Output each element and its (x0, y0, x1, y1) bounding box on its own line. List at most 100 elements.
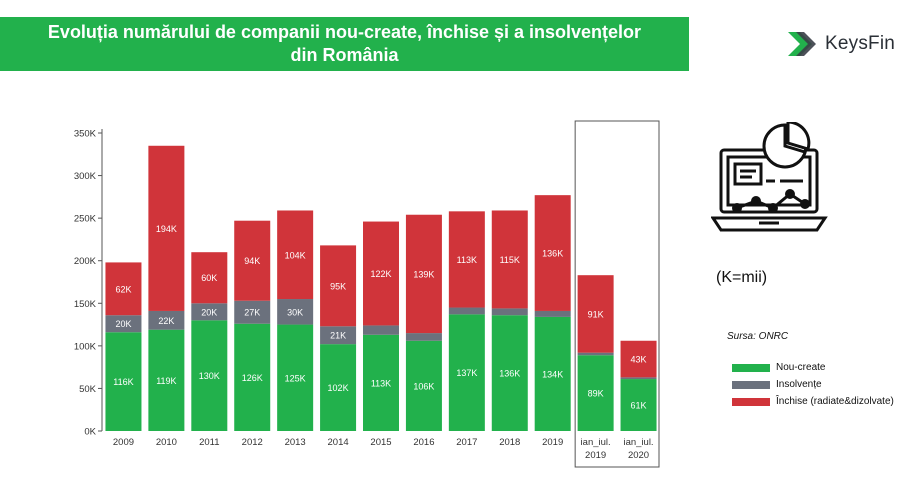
x-tick-label: 2019 (542, 437, 563, 448)
bar-segment (363, 325, 399, 335)
x-tick-label: 2018 (499, 437, 520, 448)
data-label: 106K (413, 381, 434, 391)
highlight-frame (574, 120, 660, 468)
chart-title-line-1: Evoluția numărului de companii nou-creat… (47, 22, 642, 42)
data-label: 27K (244, 308, 260, 318)
bar-segment (105, 332, 142, 431)
data-label: 130K (199, 371, 220, 381)
x-tick-label: 2013 (285, 437, 306, 448)
data-label: 43K (631, 355, 647, 365)
legend: Nou-create Insolvențe Închise (radiate&d… (732, 359, 894, 410)
bar-segment (148, 329, 185, 431)
legend-label: Insolvențe (776, 379, 822, 390)
bar-segment (277, 324, 314, 431)
bar-segment (620, 379, 657, 431)
bar-segment (448, 307, 485, 315)
legend-swatch (732, 363, 770, 372)
x-tick-label: 2019 (585, 450, 606, 461)
bar-segment (234, 220, 271, 301)
legend-label: Închise (radiate&dizolvate) (776, 396, 894, 407)
y-tick-label: 350K (74, 129, 97, 140)
bar-segment (448, 211, 485, 308)
data-label: 62K (115, 284, 131, 294)
bar-segment (534, 310, 571, 317)
data-label: 61K (631, 401, 647, 411)
data-label: 60K (201, 273, 217, 283)
bar-segment (620, 340, 657, 378)
data-label: 194K (156, 224, 177, 234)
bar-segment (534, 195, 571, 311)
bar-segment (405, 333, 442, 341)
data-label: 22K (158, 316, 174, 326)
data-label: 21K (330, 331, 346, 341)
legend-item-inchise: Închise (radiate&dizolvate) (732, 393, 894, 410)
y-tick-label: 100K (74, 341, 97, 352)
data-label: 104K (285, 250, 306, 260)
x-tick-label: 2016 (413, 437, 434, 448)
data-label: 136K (499, 369, 520, 379)
y-tick-label: 250K (74, 214, 97, 225)
data-label: 113K (371, 378, 391, 388)
bar-segment (148, 145, 185, 311)
y-tick-label: 300K (74, 171, 97, 182)
bar-segment (577, 275, 614, 353)
bar-segment (405, 340, 442, 431)
bar-segment (620, 377, 657, 380)
x-tick-label: 2012 (242, 437, 263, 448)
data-label: 116K (113, 377, 133, 387)
bar-segment (577, 352, 614, 356)
x-tick-label: ian_iul. (623, 437, 653, 448)
source-note: Sursa: ONRC (727, 331, 789, 342)
bar-segment (405, 214, 442, 334)
x-tick-label: 2011 (199, 437, 219, 448)
data-label: 20K (201, 307, 217, 317)
bar-segment (491, 210, 528, 309)
bar-segment (448, 314, 485, 431)
y-tick-label: 150K (74, 299, 97, 310)
brand-name: KeysFin (825, 33, 896, 54)
bar-segment (148, 310, 185, 330)
bar-segment (277, 299, 314, 325)
data-label: 119K (156, 376, 176, 386)
x-tick-label: 2015 (370, 437, 391, 448)
bar-segment (105, 262, 142, 316)
data-label: 20K (115, 319, 131, 329)
bar-segment (234, 300, 271, 324)
legend-label: Nou-create (776, 362, 826, 373)
data-label: 122K (370, 269, 391, 279)
bar-segment (577, 355, 614, 431)
data-label: 102K (328, 383, 349, 393)
x-tick-label: 2017 (456, 437, 477, 448)
data-label: 134K (542, 369, 563, 379)
data-label: 126K (242, 373, 263, 383)
x-tick-label: 2014 (328, 437, 349, 448)
y-tick-label: 50K (79, 384, 97, 395)
data-label: 115K (500, 255, 520, 265)
data-label: 94K (244, 256, 260, 266)
data-label: 91K (588, 309, 604, 319)
legend-swatch (732, 397, 770, 406)
bar-segment (277, 210, 314, 300)
laptop-analytics-icon (710, 120, 829, 245)
legend-swatch (732, 380, 770, 389)
data-label: 137K (456, 368, 477, 378)
x-tick-label: ian_iul. (581, 437, 611, 448)
bar-segment (363, 221, 399, 326)
brand-logo: KeysFin (786, 30, 895, 58)
data-label: 95K (330, 281, 346, 291)
bar-segment (191, 320, 228, 431)
x-tick-label: 2010 (156, 437, 177, 448)
bar-segment (534, 316, 571, 431)
data-label: 113K (457, 255, 477, 265)
data-label: 89K (588, 389, 604, 399)
data-label: 136K (542, 249, 563, 259)
y-tick-label: 200K (74, 256, 97, 267)
data-label: 30K (287, 307, 303, 317)
bar-segment (491, 308, 528, 316)
legend-item-nou-create: Nou-create (732, 359, 894, 376)
bar-segment (320, 344, 357, 431)
bar-segment (191, 252, 228, 304)
y-tick-label: 0K (84, 427, 96, 438)
bar-segment (320, 245, 357, 327)
